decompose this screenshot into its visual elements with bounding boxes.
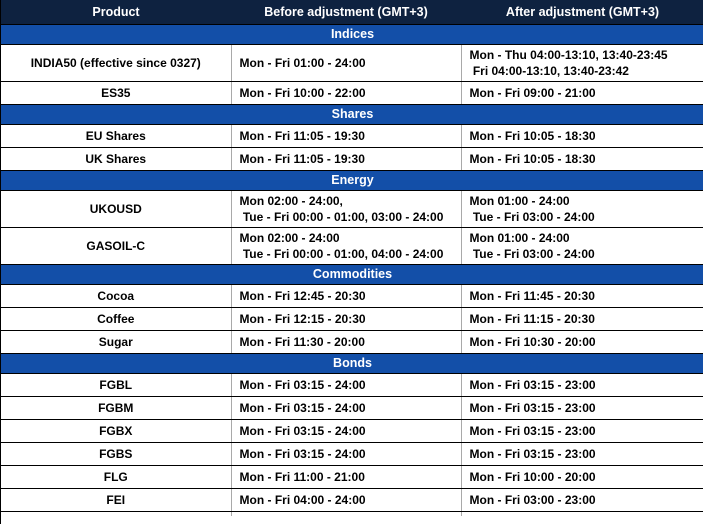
table-row: FGBS Mon - Fri 03:15 - 24:00 Mon - Fri 03:…: [1, 441, 703, 466]
table-row: INDIA50 (effective since 0327) Mon - Fri …: [1, 43, 703, 82]
table-row: EU Shares Mon - Fri 11:05 - 19:30 Mon - Fr…: [1, 123, 703, 148]
cell-product: FGBM: [1, 395, 231, 420]
table-row: UK Shares Mon - Fri 11:05 - 19:30 Mon - Fr…: [1, 146, 703, 171]
table-row: FGBL Mon - Fri 03:15 - 24:00 Mon - Fri 03:…: [1, 372, 703, 397]
table-row: FEI Mon - Fri 04:00 - 24:00 Mon - Fri 03:0…: [1, 487, 703, 512]
cell-after: Mon - Fri 10:00 - 20:00: [460, 464, 703, 489]
cell-product: ES35: [1, 80, 231, 105]
cell-before: Mon - Fri 04:00 - 24:00: [230, 487, 461, 512]
cell-product: Coffee: [1, 306, 231, 331]
section-row-bonds: Bonds: [1, 352, 703, 374]
table-row: FGBX Mon - Fri 03:15 - 24:00 Mon - Fri 03:…: [1, 418, 703, 443]
cell-before: Mon - Fri 11:05 - 19:30: [230, 123, 461, 148]
section-title: Energy: [1, 169, 703, 191]
cell-before: Mon - Fri 01:00 - 24:00: [230, 43, 461, 82]
table-row: UKOUSD Mon 02:00 - 24:00, Tue - Fri 00:00…: [1, 189, 703, 228]
section-title: Bonds: [1, 352, 703, 374]
cell-product: UK Shares: [1, 146, 231, 171]
cell-before: Mon - Fri 03:15 - 24:00: [230, 441, 461, 466]
section-row-energy: Energy: [1, 169, 703, 191]
section-title: Commodities: [1, 263, 703, 285]
cell-product: FGBX: [1, 418, 231, 443]
partial-cell: [460, 510, 703, 516]
cell-product: FEI: [1, 487, 231, 512]
cell-after: Mon - Fri 10:05 - 18:30: [460, 123, 703, 148]
cell-after: Mon - Fri 10:05 - 18:30: [460, 146, 703, 171]
cell-after: Mon - Fri 03:00 - 23:00: [460, 487, 703, 512]
cell-product: GASOIL-C: [1, 226, 231, 265]
cell-after: Mon 01:00 - 24:00 Tue - Fri 03:00 - 24:0…: [460, 189, 703, 228]
cell-product: Sugar: [1, 329, 231, 354]
cell-before: Mon - Fri 03:15 - 24:00: [230, 372, 461, 397]
table-row: Cocoa Mon - Fri 12:45 - 20:30 Mon - Fri 11…: [1, 283, 703, 308]
column-header-before-adjustment: Before adjustment (GMT+3): [231, 0, 461, 25]
partial-row: [1, 510, 703, 516]
cell-after: Mon - Fri 09:00 - 21:00: [460, 80, 703, 105]
column-header-product: Product: [1, 0, 231, 25]
cell-after: Mon - Fri 10:30 - 20:00: [460, 329, 703, 354]
cell-before: Mon - Fri 11:05 - 19:30: [230, 146, 461, 171]
cell-before: Mon 02:00 - 24:00 Tue - Fri 00:00 - 01:0…: [230, 226, 461, 265]
partial-cell: [1, 510, 231, 516]
cell-after: Mon 01:00 - 24:00 Tue - Fri 03:00 - 24:0…: [460, 226, 703, 265]
cell-after: Mon - Fri 03:15 - 23:00: [460, 395, 703, 420]
cell-before: Mon 02:00 - 24:00, Tue - Fri 00:00 - 01:…: [230, 189, 461, 228]
cell-product: FGBS: [1, 441, 231, 466]
cell-before: Mon - Fri 12:15 - 20:30: [230, 306, 461, 331]
cell-before: Mon - Fri 12:45 - 20:30: [230, 283, 461, 308]
cell-before: Mon - Fri 03:15 - 24:00: [230, 395, 461, 420]
cell-before: Mon - Fri 10:00 - 22:00: [230, 80, 461, 105]
table-row: Coffee Mon - Fri 12:15 - 20:30 Mon - Fri 1…: [1, 306, 703, 331]
section-row-commodities: Commodities: [1, 263, 703, 285]
cell-after: Mon - Fri 03:15 - 23:00: [460, 441, 703, 466]
cell-product: INDIA50 (effective since 0327): [1, 43, 231, 82]
cell-before: Mon - Fri 11:30 - 20:00: [230, 329, 461, 354]
section-row-indices: Indices: [1, 23, 703, 45]
cell-after: Mon - Fri 03:15 - 23:00: [460, 418, 703, 443]
table-row: ES35 Mon - Fri 10:00 - 22:00 Mon - Fri 09:…: [1, 80, 703, 105]
cell-after: Mon - Fri 03:15 - 23:00: [460, 372, 703, 397]
table-row: FGBM Mon - Fri 03:15 - 24:00 Mon - Fri 03:…: [1, 395, 703, 420]
table-row: GASOIL-C Mon 02:00 - 24:00 Tue - Fri 00:0…: [1, 226, 703, 265]
cell-before: Mon - Fri 11:00 - 21:00: [230, 464, 461, 489]
partial-cell: [230, 510, 461, 516]
cell-after: Mon - Fri 11:15 - 20:30: [460, 306, 703, 331]
cell-product: UKOUSD: [1, 189, 231, 228]
cell-before: Mon - Fri 03:15 - 24:00: [230, 418, 461, 443]
cell-product: EU Shares: [1, 123, 231, 148]
cell-after: Mon - Thu 04:00-13:10, 13:40-23:45 Fri 0…: [460, 43, 703, 82]
table-row: Sugar Mon - Fri 11:30 - 20:00 Mon - Fri 10…: [1, 329, 703, 354]
column-header-after-adjustment: After adjustment (GMT+3): [461, 0, 703, 25]
cell-product: FGBL: [1, 372, 231, 397]
table-row: FLG Mon - Fri 11:00 - 21:00 Mon - Fri 10:0…: [1, 464, 703, 489]
cell-product: FLG: [1, 464, 231, 489]
section-row-shares: Shares: [1, 103, 703, 125]
cell-product: Cocoa: [1, 283, 231, 308]
table-body: Indices INDIA50 (effective since 0327) Mon…: [1, 23, 703, 516]
section-title: Indices: [1, 23, 703, 45]
table-header-row: Product Before adjustment (GMT+3) After …: [1, 0, 703, 25]
section-title: Shares: [1, 103, 703, 125]
cell-after: Mon - Fri 11:45 - 20:30: [460, 283, 703, 308]
